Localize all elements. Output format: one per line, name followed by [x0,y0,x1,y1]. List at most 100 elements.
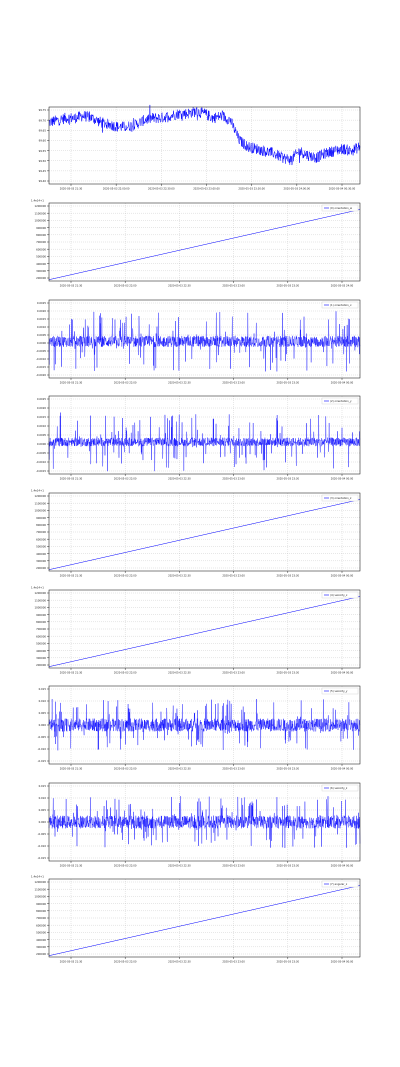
y-tick-label: 0.0025 [37,301,46,305]
x-tick-label: 2020-05-03 23:30:00 [238,187,265,191]
legend-box [321,687,359,695]
y-tick-label: 300000 [36,269,46,273]
y-tick-label: 0.0005 [37,433,46,437]
y-tick-label: 900000 [36,226,46,230]
x-tick-label: 2020-05-03 23:30 [277,671,300,675]
x-tick-label: 2020-05-03 22:30 [168,574,191,578]
y-tick-label: -0.0015 [36,365,46,369]
y-tick-label: -0.0020 [36,373,46,377]
y-tick-label: 900000 [36,902,46,906]
chart-panel-4: 0.0025 0.0020 0.0015 0.0010 0.0005 0.0000 -0.0… [36,395,361,481]
y-tick-label: 0.005 [39,711,47,715]
legend: (3) orientation_z [321,494,359,502]
y-tick-label: -0.0010 [36,357,46,361]
y-tick-label: 0.0025 [37,397,46,401]
legend-label: (1) orientation_x [330,303,352,307]
legend: (4) velocity_x [321,591,359,599]
y-tick-label: 99.70 [39,118,47,122]
legend: (6) velocity_z [321,784,359,792]
y-tick-label: -0.015 [38,856,47,860]
x-tick-label: 2020-05-03 22:30 [168,381,191,385]
legend-box [321,784,359,792]
y-tick-label: 99.75 [39,108,47,112]
y-tick-label: 1200000 [34,494,46,498]
legend-box [321,204,359,212]
y-tick-label: 99.40 [39,179,47,183]
y-tick-label: 700000 [36,916,46,920]
x-tick-label: 2020-05-03 23:00:00 [193,187,220,191]
y-tick-label: -0.010 [38,844,47,848]
series-line [48,104,361,166]
plot-frame [48,395,361,475]
y-tick-label: 1200000 [34,880,46,884]
y-tick-label: 500000 [36,642,46,646]
y-tick-label: 1000000 [34,509,46,513]
x-tick-label: 2020-05-03 23:00 [222,381,245,385]
y-tick-label: -0.0005 [36,451,46,455]
y-tick-label: 400000 [36,262,46,266]
chart-panel-9: 1200000 1100000 1000000 900000 800000 700000 6… [31,875,361,964]
x-tick-label: 2020-05-03 22:00:00 [103,187,130,191]
x-tick-label: 2020-05-03 22:00 [114,477,137,481]
x-tick-label: 2020-05-03 22:00 [114,960,137,964]
x-tick-label: 2020-05-03 22:30 [168,864,191,868]
x-tick-label: 2020-05-03 23:30 [277,864,300,868]
chart-panel-5: 1200000 1100000 1000000 900000 800000 700000 6… [31,489,361,578]
y-tick-label: 0.0000 [37,341,46,345]
y-tick-label: 0.015 [39,784,47,788]
y-tick-label: 800000 [36,233,46,237]
x-tick-label: 2020-05-03 23:00 [222,284,245,288]
y-tick-label: 0.010 [39,796,47,800]
legend-box [321,397,359,405]
x-tick-label: 2020-05-03 22:00 [114,574,137,578]
y-tick-label: 0.0010 [37,325,46,329]
x-tick-label: 2020-05-03 23:00 [222,671,245,675]
legend-label: (7) angular_x [330,882,348,886]
plot-frame [48,492,361,572]
y-tick-label: 1200000 [34,591,46,595]
x-tick-label: 2020-05-03 21:30 [60,284,83,288]
x-tick-label: 2020-05-03 21:30 [60,574,83,578]
y-tick-label: 1100000 [34,887,46,891]
y-tick-label: 900000 [36,613,46,617]
y-tick-label: 300000 [36,559,46,563]
y-tick-label: 500000 [36,545,46,549]
x-tick-label: 2020-05-03 21:30 [60,381,83,385]
plot-frame [48,782,361,862]
legend: (7) angular_x [321,880,359,888]
legend: (1) orientation_x [321,301,359,309]
y-tick-label: 1100000 [34,501,46,505]
chart-panel-7: 0.015 0.010 0.005 0.000 -0.005 -0.010 -0.015 20… [38,685,361,771]
y-tick-label: 99.65 [39,128,47,132]
y-tick-label: 0.0005 [37,333,46,337]
plot-frame [48,202,361,282]
y-offset-label: 1.4e14+1 [31,199,44,203]
y-tick-label: 0.010 [39,699,47,703]
legend-label: (6) velocity_z [330,786,348,790]
y-offset-label: 1.4e14+1 [31,586,44,590]
legend: (0) orientation_w [321,204,359,212]
series-line [48,699,361,751]
x-tick-label: 2020-05-03 23:00 [222,960,245,964]
x-tick-label: 2020-05-04 00:00 [331,477,354,481]
y-tick-label: 600000 [36,923,46,927]
plot-frame [48,106,361,185]
y-tick-label: 400000 [36,649,46,653]
y-tick-label: 0.0020 [37,309,46,313]
y-tick-label: 700000 [36,530,46,534]
y-offset-label: 1.4e14+1 [31,489,44,493]
y-tick-label: 99.45 [39,169,47,173]
series-line [48,596,361,667]
y-tick-label: -0.0015 [36,469,46,473]
y-tick-label: 400000 [36,552,46,556]
y-tick-label: -0.005 [38,832,47,836]
y-tick-label: 800000 [36,909,46,913]
x-tick-label: 2020-05-03 21:30 [60,477,83,481]
x-tick-label: 2020-05-04 00:00 [331,381,354,385]
y-tick-label: 200000 [36,276,46,280]
y-tick-label: 0.0015 [37,317,46,321]
y-tick-label: 0.015 [39,687,47,691]
x-tick-label: 2020-05-03 21:30 [60,864,83,868]
y-tick-label: 800000 [36,523,46,527]
